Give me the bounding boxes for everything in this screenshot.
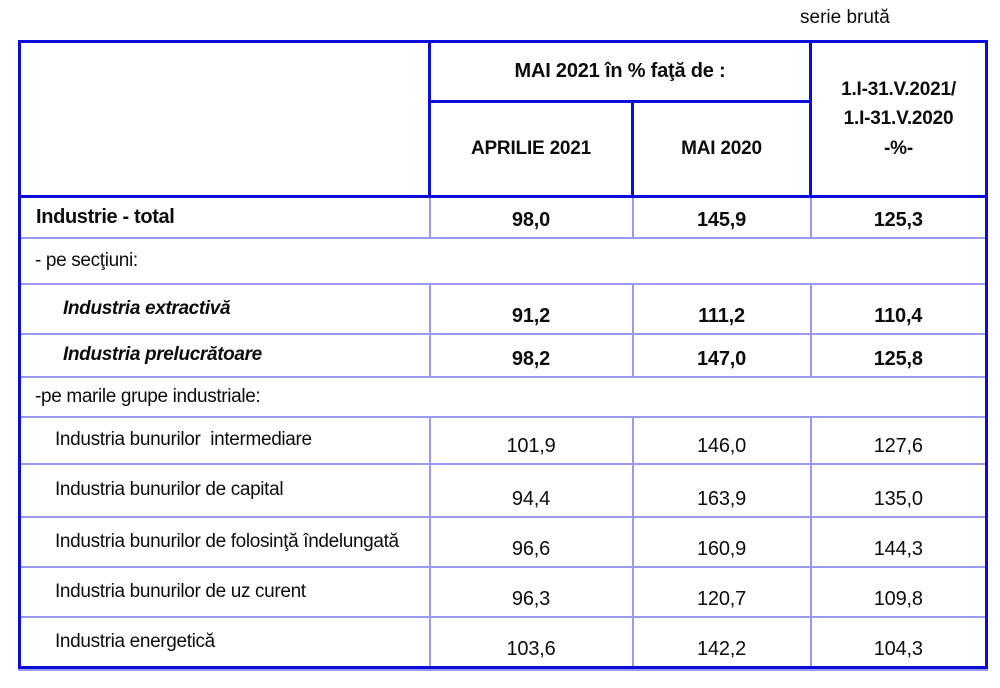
table-row-folosinta-indelungata: Industria bunurilor de folosinţă îndelun… [18, 515, 988, 568]
value-vs-april: 91,2 [428, 282, 634, 335]
header-group-title: MAI 2021 în % faţă de : [427, 40, 813, 103]
row-label: Industrie - total [18, 195, 431, 239]
row-label: Industria bunurilor de folosinţă îndelun… [18, 515, 431, 568]
value-period: 125,3 [809, 195, 988, 239]
table-row-energetica: Industria energetică 103,6 142,2 104,3 [18, 615, 988, 669]
value-period: 104,3 [809, 615, 988, 669]
table-row-capital: Industria bunurilor de capital 94,4 163,… [18, 462, 988, 518]
table-row-uz-curent: Industria bunurilor de uz curent 96,3 12… [18, 565, 988, 618]
value-vs-may: 111,2 [631, 282, 812, 335]
table-row-prelucratoare: Industria prelucrătoare 98,2 147,0 125,8 [18, 332, 988, 378]
value-period: 144,3 [809, 515, 988, 568]
value-vs-april: 94,4 [428, 462, 634, 518]
value-vs-april: 103,6 [428, 615, 634, 669]
table-row-intermediare: Industria bunurilor intermediare 101,9 1… [18, 415, 988, 465]
corner-cell [18, 40, 431, 198]
industry-indices-table: MAI 2021 în % faţă de : 1.I-31.V.2021/ 1… [18, 40, 989, 669]
value-vs-may: 142,2 [631, 615, 812, 669]
table-row-extractiva: Industria extractivă 91,2 111,2 110,4 [18, 282, 988, 335]
table-body: Industrie - total 98,0 145,9 125,3 - pe … [18, 195, 988, 669]
section-label: - pe secţiuni: [18, 236, 988, 285]
header-period-column: 1.I-31.V.2021/ 1.I-31.V.2020 -%- [809, 40, 989, 198]
value-period: 125,8 [809, 332, 988, 378]
header-april-column: APRILIE 2021 [428, 100, 634, 198]
table-row-industrie-total: Industrie - total 98,0 145,9 125,3 [18, 195, 988, 239]
row-label: Industria bunurilor intermediare [18, 415, 431, 465]
value-vs-may: 147,0 [631, 332, 812, 378]
value-period: 127,6 [809, 415, 988, 465]
table-header: MAI 2021 în % faţă de : 1.I-31.V.2021/ 1… [18, 40, 989, 198]
row-label: Industria prelucrătoare [18, 332, 431, 378]
value-vs-april: 96,6 [428, 515, 634, 568]
row-label: Industria bunurilor de uz curent [18, 565, 431, 618]
row-label: Industria energetică [18, 615, 431, 669]
value-period: 135,0 [809, 462, 988, 518]
value-vs-may: 160,9 [631, 515, 812, 568]
value-vs-may: 146,0 [631, 415, 812, 465]
section-label: -pe marile grupe industriale: [18, 375, 988, 418]
row-label: Industria bunurilor de capital [18, 462, 431, 518]
value-vs-april: 96,3 [428, 565, 634, 618]
header-may-column: MAI 2020 [630, 100, 813, 198]
value-vs-may: 120,7 [631, 565, 812, 618]
value-vs-may: 163,9 [631, 462, 812, 518]
table-row-section-heading: - pe secţiuni: [18, 236, 988, 285]
row-label: Industria extractivă [18, 282, 431, 335]
value-vs-may: 145,9 [631, 195, 812, 239]
value-vs-april: 101,9 [428, 415, 634, 465]
value-vs-april: 98,2 [428, 332, 634, 378]
table-row-groups-heading: -pe marile grupe industriale: [18, 375, 988, 418]
value-vs-april: 98,0 [428, 195, 634, 239]
value-period: 109,8 [809, 565, 988, 618]
series-type-note: serie brută [800, 7, 890, 28]
value-period: 110,4 [809, 282, 988, 335]
